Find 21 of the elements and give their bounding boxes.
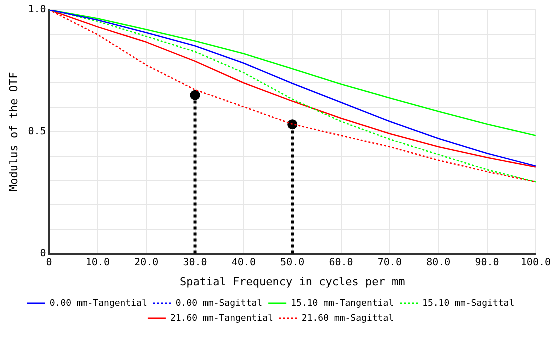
x-tick-label: 40.0 xyxy=(232,257,256,268)
legend-label: 0.00 mm-Tangential xyxy=(50,298,148,309)
x-tick-label: 80.0 xyxy=(426,257,451,268)
x-tick-label: 10.0 xyxy=(86,257,110,268)
y-tick-label: 1.0 xyxy=(28,4,46,16)
x-tick-label: 60.0 xyxy=(329,257,354,268)
legend-label: 15.10 mm-Tangential xyxy=(291,298,394,309)
legend-label: 21.60 mm-Sagittal xyxy=(302,314,394,324)
x-tick-label: 100.0 xyxy=(520,257,552,268)
y-tick-label: 0 xyxy=(40,248,46,260)
y-axis-title: Modulus of the OTF xyxy=(7,72,20,192)
y-tick-label: 0.5 xyxy=(28,126,46,138)
x-tick-label: 90.0 xyxy=(475,257,500,268)
x-tick-label: 20.0 xyxy=(134,257,159,268)
x-tick-label: 30.0 xyxy=(183,257,208,268)
x-tick-label: 70.0 xyxy=(378,257,402,268)
x-tick-label: 50.0 xyxy=(280,257,305,268)
legend-label: 21.60 mm-Tangential xyxy=(170,314,274,324)
x-axis-title: Spatial Frequency in cycles per mm xyxy=(180,275,406,288)
legend-label: 15.10 mm-Sagittal xyxy=(422,298,515,309)
legend-label: 0.00 mm-Sagittal xyxy=(176,298,263,309)
